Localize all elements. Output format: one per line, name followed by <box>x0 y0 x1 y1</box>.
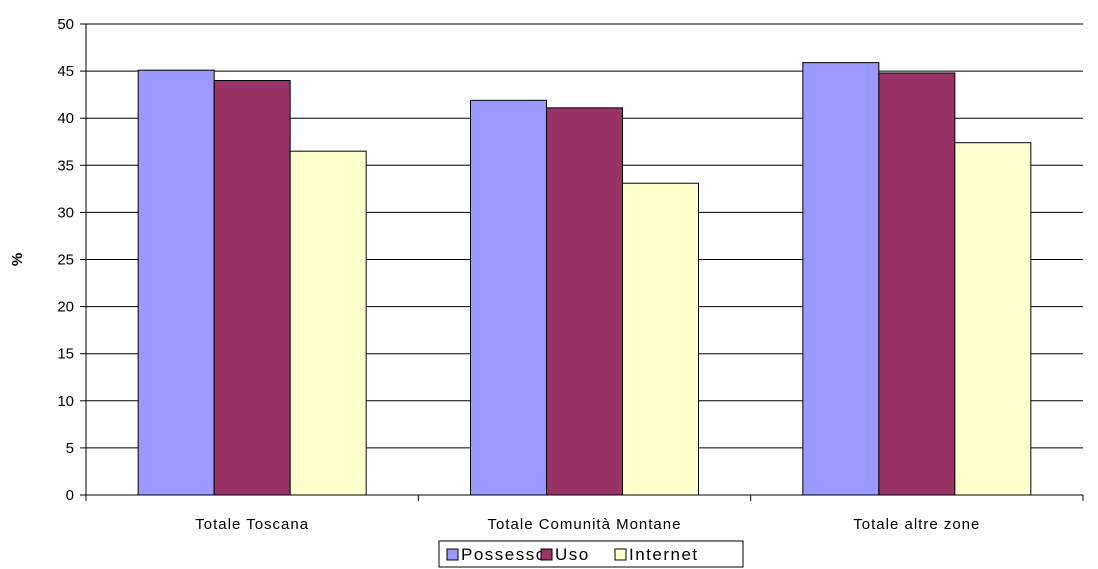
legend-swatch-internet <box>614 548 627 561</box>
x-category-label: Totale altre zone <box>853 516 980 533</box>
bar-uso-3 <box>878 72 956 496</box>
axes <box>80 23 1084 501</box>
bars <box>137 62 1032 496</box>
y-tick-label: 50 <box>57 16 74 33</box>
y-axis-title: % <box>9 253 26 266</box>
legend: Possesso Uso Internet <box>438 540 744 568</box>
y-tick-label: 5 <box>66 440 74 457</box>
bar-internet-3 <box>954 142 1032 496</box>
y-tick-label: 0 <box>66 487 74 504</box>
y-tick-label: 30 <box>57 204 74 221</box>
legend-box <box>438 540 744 568</box>
y-tick-label: 35 <box>57 157 74 174</box>
bar-internet-2 <box>622 182 699 496</box>
bar-possesso-2 <box>470 99 547 496</box>
bar-uso-2 <box>546 107 623 496</box>
legend-label-internet: Internet <box>629 545 699 564</box>
x-category-label: Totale Toscana <box>195 516 309 533</box>
y-tick-label: 10 <box>57 393 74 410</box>
legend-swatch-uso <box>540 548 553 561</box>
y-tick-labels: 0 5 10 15 20 25 30 35 40 45 50 <box>57 16 74 504</box>
bar-uso-1 <box>213 80 291 496</box>
bar-possesso-1 <box>137 69 215 496</box>
y-tick-label: 40 <box>57 110 74 127</box>
legend-label-possesso: Possesso <box>461 545 547 564</box>
y-tick-label: 15 <box>57 346 74 363</box>
y-tick-label: 25 <box>57 252 74 269</box>
y-tick-label: 20 <box>57 299 74 316</box>
x-category-labels: Totale Toscana Totale Comunità Montane Tot… <box>195 516 980 533</box>
bar-internet-1 <box>289 150 367 496</box>
bar-possesso-3 <box>802 62 880 496</box>
x-category-label: Totale Comunità Montane <box>488 516 682 533</box>
legend-swatch-possesso <box>446 548 459 561</box>
legend-label-uso: Uso <box>555 545 590 564</box>
y-tick-label: 45 <box>57 63 74 80</box>
